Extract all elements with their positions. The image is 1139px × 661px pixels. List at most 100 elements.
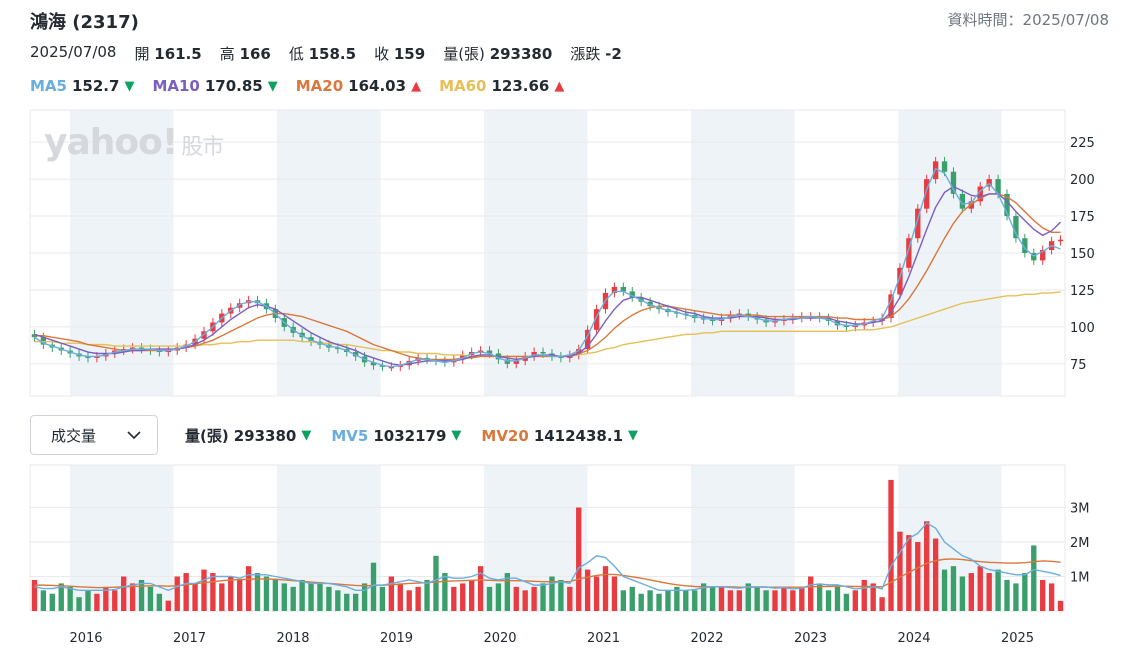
volume-bar xyxy=(397,583,403,611)
quote-volume: 量(張) 293380 xyxy=(443,45,553,63)
down-arrow-icon: ▼ xyxy=(267,78,278,94)
volume-bar xyxy=(1040,579,1046,611)
volume-bar xyxy=(709,586,716,611)
volume-bar xyxy=(344,593,350,611)
volume-bar xyxy=(736,590,743,611)
volume-panel-frame xyxy=(29,464,1066,612)
candle-body xyxy=(629,291,635,298)
volume-bar xyxy=(959,576,966,611)
candle-body xyxy=(736,313,743,316)
volume-bar xyxy=(129,583,136,611)
candle-body xyxy=(513,360,519,364)
volume-bar xyxy=(816,583,823,611)
volume-bar xyxy=(433,555,439,611)
down-arrow-icon: ▼ xyxy=(628,428,639,443)
volume-bar xyxy=(852,590,858,611)
volume-bar xyxy=(808,576,814,611)
candle-body xyxy=(674,312,680,314)
candle-body xyxy=(540,352,546,354)
candle-body xyxy=(790,318,796,320)
price-tick-label: 75 xyxy=(1070,358,1087,373)
volume-bar xyxy=(1004,579,1010,611)
volume-bar xyxy=(531,586,537,611)
volume-bar xyxy=(977,566,983,611)
ma20-legend: MA20 164.03 ▲ xyxy=(295,77,422,95)
volume-bar xyxy=(379,586,386,611)
volume-bar xyxy=(58,583,64,611)
candle-body xyxy=(1040,250,1046,261)
candle-body xyxy=(165,350,171,353)
volume-bar xyxy=(745,583,751,611)
volume-bar xyxy=(772,590,778,611)
volume-bar xyxy=(361,583,368,611)
candle-body xyxy=(941,161,948,172)
volume-bar xyxy=(558,579,564,611)
volume-legend-item: 量(張) 293380 ▼ xyxy=(185,426,312,446)
year-band xyxy=(898,465,1002,611)
volume-tick-label: 3M xyxy=(1070,502,1090,517)
candle-body xyxy=(772,320,778,323)
volume-bar xyxy=(138,579,145,611)
volume-indicator-select[interactable]: 成交量 xyxy=(30,415,158,455)
volume-bar xyxy=(790,590,796,611)
volume-bar xyxy=(576,507,582,611)
volume-bar xyxy=(915,542,921,611)
volume-bar xyxy=(674,586,680,611)
price-tick-label: 125 xyxy=(1070,284,1095,299)
candle-body xyxy=(138,347,145,350)
candle-body xyxy=(433,359,439,361)
ma-legend: MA5 152.7 ▼ MA10 170.85 ▼ MA20 164.03 ▲ MA60 12… xyxy=(30,77,564,95)
volume-bar xyxy=(219,583,225,611)
data-timestamp: 資料時間：2025/07/08 xyxy=(947,11,1109,29)
volume-bar xyxy=(67,586,73,611)
candle-body xyxy=(709,319,716,321)
candle-body xyxy=(147,349,154,351)
candle-body xyxy=(397,365,403,367)
volume-bar xyxy=(897,531,903,611)
volume-bar xyxy=(825,590,832,611)
volume-bar xyxy=(183,573,189,611)
candle-body xyxy=(1013,216,1019,239)
up-arrow-icon: ▲ xyxy=(554,78,565,94)
down-arrow-icon: ▼ xyxy=(301,428,312,443)
volume-bar xyxy=(424,579,430,611)
quote-summary: 2025/07/08 開 161.5 高 166 低 158.5 收 159 量… xyxy=(30,43,622,64)
price-tick-label: 150 xyxy=(1070,247,1095,262)
quote-open: 開 161.5 xyxy=(134,45,202,63)
volume-bar xyxy=(843,593,850,611)
candle-body xyxy=(486,350,493,354)
price-tick-label: 200 xyxy=(1070,173,1095,188)
candle-body xyxy=(584,329,591,350)
x-tick-label: 2018 xyxy=(276,631,309,646)
volume-bar xyxy=(76,597,82,611)
select-label: 成交量 xyxy=(51,426,97,445)
volume-bar xyxy=(254,573,261,611)
volume-bar xyxy=(174,576,180,611)
volume-bar xyxy=(165,600,171,611)
candle-body xyxy=(897,267,903,295)
candle-body xyxy=(388,366,395,369)
x-tick-label: 2020 xyxy=(483,631,516,646)
quote-close: 收 159 xyxy=(374,45,426,63)
candle-body xyxy=(808,316,814,319)
volume-bar xyxy=(388,576,395,611)
volume-bar xyxy=(31,579,38,611)
candle-body xyxy=(522,356,528,361)
volume-bar xyxy=(201,569,207,611)
volume-tick-label: 1M xyxy=(1070,571,1090,586)
quote-low: 低 158.5 xyxy=(288,45,357,63)
volume-bar xyxy=(281,583,287,611)
candle-body xyxy=(700,318,707,320)
volume-bar xyxy=(656,593,662,611)
candle-body xyxy=(85,356,91,358)
volume-bar xyxy=(799,586,805,611)
volume-bar xyxy=(228,576,234,611)
volume-bar xyxy=(540,583,546,611)
volume-bar xyxy=(727,590,734,611)
price-tick-label: 175 xyxy=(1070,210,1095,225)
candle-body xyxy=(924,179,930,209)
quote-high: 高 166 xyxy=(219,45,271,63)
volume-bar xyxy=(888,479,894,611)
volume-bar xyxy=(406,590,412,611)
